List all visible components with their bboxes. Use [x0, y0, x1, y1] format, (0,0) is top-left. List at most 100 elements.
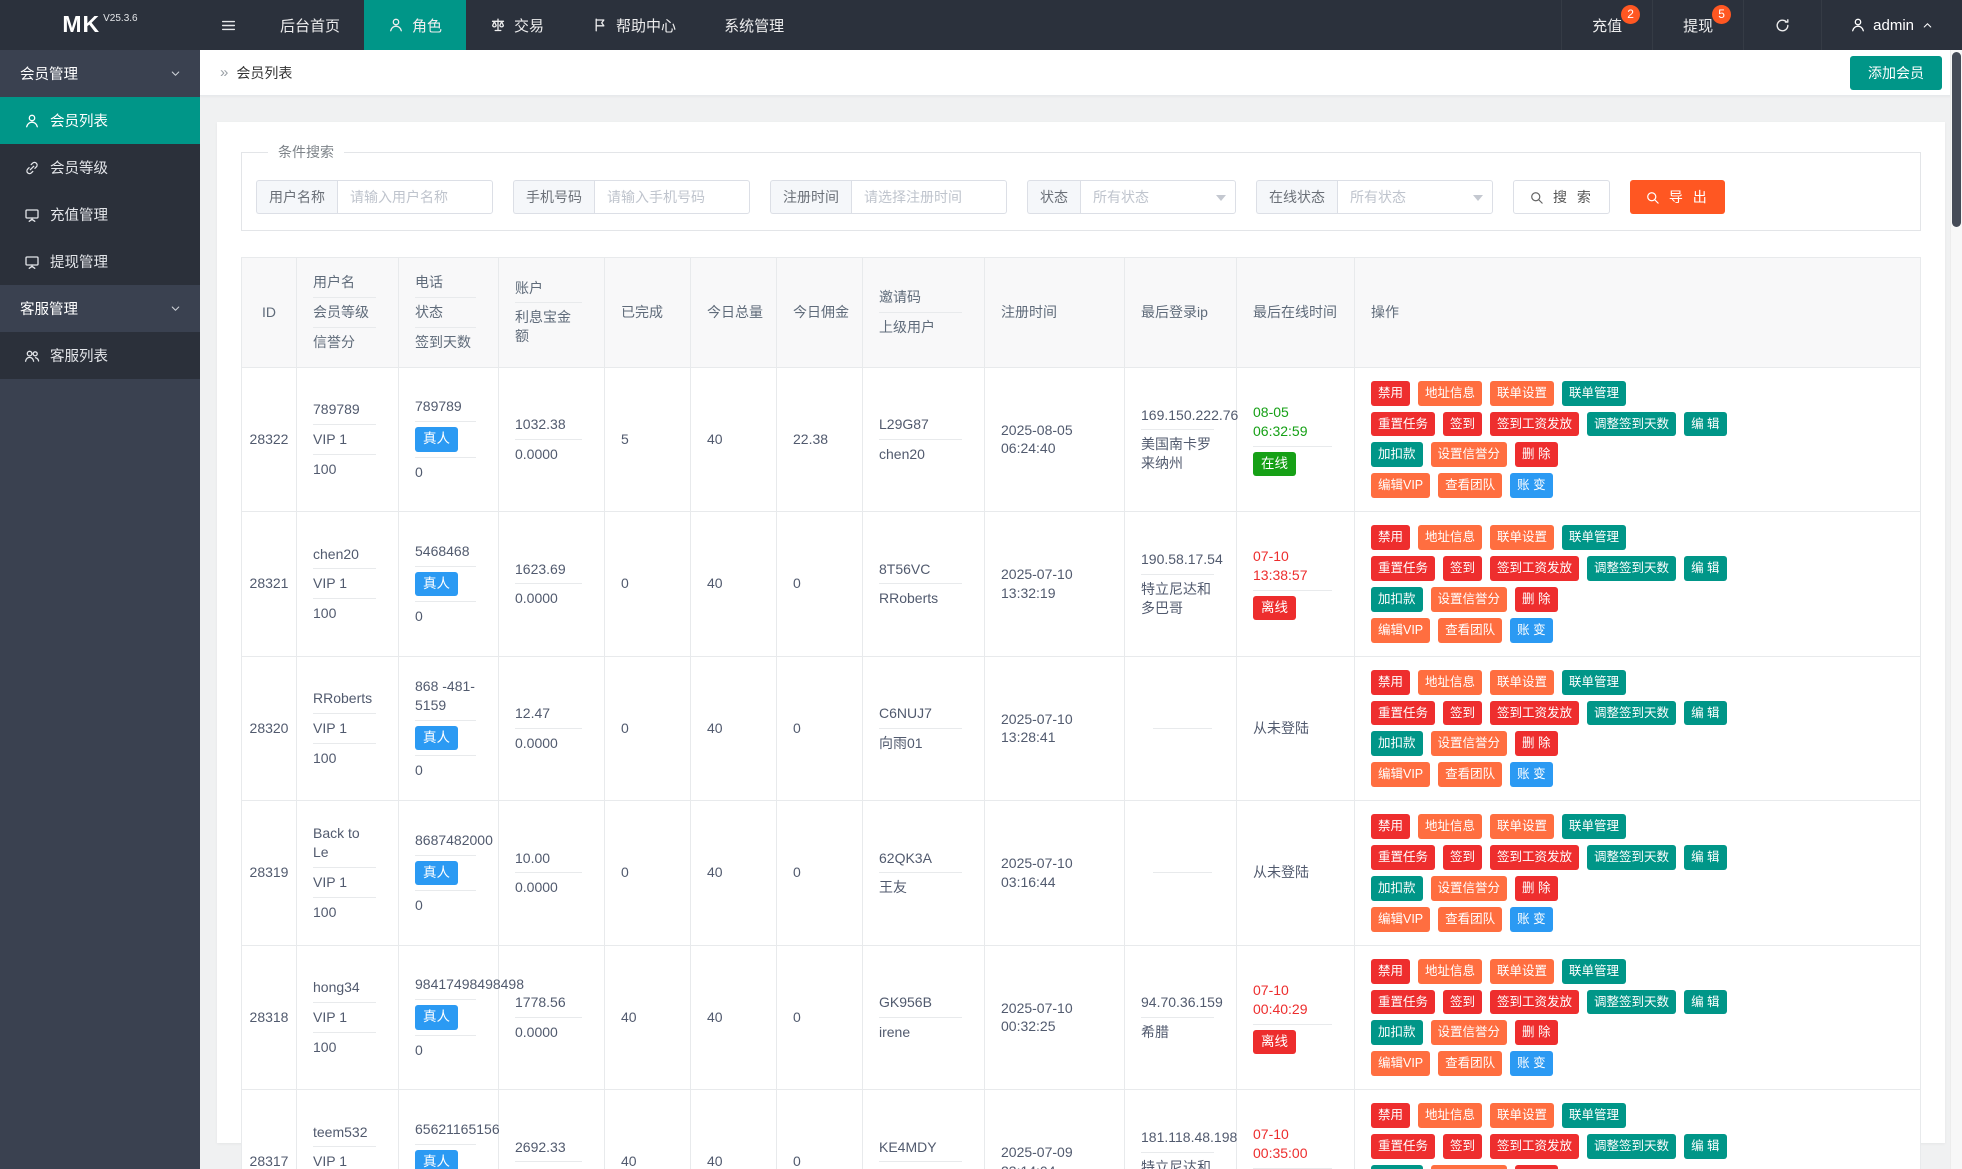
- action-button-删除[interactable]: 删 除: [1515, 875, 1558, 901]
- action-button-联单管理[interactable]: 联单管理: [1562, 958, 1627, 984]
- action-button-账变[interactable]: 账 变: [1510, 1051, 1553, 1077]
- action-button-签到[interactable]: 签到: [1443, 845, 1483, 870]
- add-member-button[interactable]: 添加会员: [1850, 55, 1942, 90]
- action-button-重置任务[interactable]: 重置任务: [1371, 411, 1436, 437]
- filter-input-注册时间[interactable]: [851, 180, 1007, 214]
- action-button-设置信誉分[interactable]: 设置信誉分: [1430, 586, 1508, 612]
- action-button-编辑VIP[interactable]: 编辑VIP: [1371, 617, 1431, 643]
- action-button-联单设置[interactable]: 联单设置: [1490, 525, 1555, 551]
- action-button-重置任务[interactable]: 重置任务: [1371, 845, 1436, 870]
- action-button-设置信誉分[interactable]: 设置信誉分: [1430, 731, 1508, 757]
- action-button-签到工资发放[interactable]: 签到工资发放: [1490, 989, 1580, 1015]
- action-button-联单管理[interactable]: 联单管理: [1562, 1103, 1627, 1129]
- action-button-禁用[interactable]: 禁用: [1371, 1103, 1411, 1129]
- action-button-禁用[interactable]: 禁用: [1371, 669, 1411, 695]
- action-button-账变[interactable]: 账 变: [1510, 906, 1553, 932]
- action-button-联单管理[interactable]: 联单管理: [1562, 814, 1627, 840]
- action-button-查看团队[interactable]: 查看团队: [1438, 906, 1503, 932]
- action-button-重置任务[interactable]: 重置任务: [1371, 700, 1436, 726]
- action-button-删除[interactable]: 删 除: [1515, 1020, 1558, 1046]
- nav-item-系统管理[interactable]: 系统管理: [700, 0, 808, 50]
- search-button[interactable]: 搜 索: [1513, 180, 1610, 214]
- action-button-删除[interactable]: 删 除: [1515, 1164, 1558, 1169]
- action-button-重置任务[interactable]: 重置任务: [1371, 556, 1436, 581]
- action-button-禁用[interactable]: 禁用: [1371, 380, 1411, 406]
- action-button-设置信誉分[interactable]: 设置信誉分: [1430, 442, 1508, 468]
- action-button-编辑VIP[interactable]: 编辑VIP: [1371, 473, 1431, 499]
- action-button-签到工资发放[interactable]: 签到工资发放: [1490, 700, 1580, 726]
- action-button-编辑VIP[interactable]: 编辑VIP: [1371, 762, 1431, 788]
- nav-item-后台首页[interactable]: 后台首页: [256, 0, 364, 50]
- action-button-联单设置[interactable]: 联单设置: [1490, 958, 1555, 984]
- sidebar-group-客服管理[interactable]: 客服管理: [0, 285, 200, 332]
- action-button-调整签到天数[interactable]: 调整签到天数: [1587, 700, 1677, 726]
- sidebar-toggle-button[interactable]: [200, 0, 256, 50]
- action-button-签到[interactable]: 签到: [1443, 989, 1483, 1015]
- action-button-签到[interactable]: 签到: [1443, 556, 1483, 581]
- filter-input-用户名称[interactable]: [337, 180, 493, 214]
- action-button-地址信息[interactable]: 地址信息: [1418, 669, 1483, 695]
- action-button-地址信息[interactable]: 地址信息: [1418, 814, 1483, 840]
- export-button[interactable]: 导 出: [1629, 180, 1725, 214]
- action-button-地址信息[interactable]: 地址信息: [1418, 1103, 1483, 1129]
- user-menu[interactable]: admin: [1821, 0, 1962, 50]
- action-button-联单设置[interactable]: 联单设置: [1490, 814, 1555, 840]
- action-button-重置任务[interactable]: 重置任务: [1371, 1134, 1436, 1159]
- action-button-查看团队[interactable]: 查看团队: [1438, 1051, 1503, 1077]
- action-button-删除[interactable]: 删 除: [1515, 442, 1558, 468]
- nav-item-角色[interactable]: 角色: [364, 0, 467, 50]
- nav-item-交易[interactable]: 交易: [466, 0, 568, 50]
- action-button-编辑[interactable]: 编 辑: [1684, 845, 1727, 870]
- action-button-查看团队[interactable]: 查看团队: [1438, 762, 1503, 788]
- action-button-编辑VIP[interactable]: 编辑VIP: [1371, 906, 1431, 932]
- action-button-联单管理[interactable]: 联单管理: [1562, 669, 1627, 695]
- filter-input-手机号码[interactable]: [594, 180, 750, 214]
- action-button-联单管理[interactable]: 联单管理: [1562, 525, 1627, 551]
- nav-item-帮助中心[interactable]: 帮助中心: [568, 0, 700, 50]
- action-button-设置信誉分[interactable]: 设置信誉分: [1430, 1020, 1508, 1046]
- sidebar-item-提现管理[interactable]: 提现管理: [0, 238, 200, 285]
- action-button-禁用[interactable]: 禁用: [1371, 814, 1411, 840]
- action-button-加扣款[interactable]: 加扣款: [1371, 1020, 1423, 1046]
- action-button-编辑[interactable]: 编 辑: [1684, 989, 1727, 1015]
- action-button-调整签到天数[interactable]: 调整签到天数: [1587, 845, 1677, 870]
- action-button-签到工资发放[interactable]: 签到工资发放: [1490, 1134, 1580, 1159]
- action-button-地址信息[interactable]: 地址信息: [1418, 380, 1483, 406]
- action-button-编辑[interactable]: 编 辑: [1684, 556, 1727, 581]
- action-button-调整签到天数[interactable]: 调整签到天数: [1587, 556, 1677, 581]
- action-button-设置信誉分[interactable]: 设置信誉分: [1430, 1164, 1508, 1169]
- action-button-签到[interactable]: 签到: [1443, 411, 1483, 437]
- action-button-加扣款[interactable]: 加扣款: [1371, 442, 1423, 468]
- action-button-设置信誉分[interactable]: 设置信誉分: [1430, 875, 1508, 901]
- scrollbar-thumb[interactable]: [1952, 52, 1961, 227]
- action-button-联单设置[interactable]: 联单设置: [1490, 1103, 1555, 1129]
- action-button-签到工资发放[interactable]: 签到工资发放: [1490, 411, 1580, 437]
- action-button-重置任务[interactable]: 重置任务: [1371, 989, 1436, 1015]
- action-button-编辑[interactable]: 编 辑: [1684, 700, 1727, 726]
- sidebar-item-会员列表[interactable]: 会员列表: [0, 97, 200, 144]
- action-button-删除[interactable]: 删 除: [1515, 731, 1558, 757]
- filter-select-状态[interactable]: 所有状态: [1080, 180, 1236, 214]
- action-button-联单管理[interactable]: 联单管理: [1562, 380, 1627, 406]
- action-button-禁用[interactable]: 禁用: [1371, 525, 1411, 551]
- action-button-账变[interactable]: 账 变: [1510, 473, 1553, 499]
- action-button-加扣款[interactable]: 加扣款: [1371, 586, 1423, 612]
- nav-chip-提现[interactable]: 提现 5: [1652, 0, 1743, 50]
- action-button-禁用[interactable]: 禁用: [1371, 958, 1411, 984]
- action-button-查看团队[interactable]: 查看团队: [1438, 473, 1503, 499]
- action-button-联单设置[interactable]: 联单设置: [1490, 380, 1555, 406]
- action-button-删除[interactable]: 删 除: [1515, 586, 1558, 612]
- action-button-签到[interactable]: 签到: [1443, 700, 1483, 726]
- sidebar-item-客服列表[interactable]: 客服列表: [0, 332, 200, 379]
- action-button-地址信息[interactable]: 地址信息: [1418, 525, 1483, 551]
- nav-chip-充值[interactable]: 充值 2: [1561, 0, 1652, 50]
- action-button-查看团队[interactable]: 查看团队: [1438, 617, 1503, 643]
- action-button-编辑[interactable]: 编 辑: [1684, 411, 1727, 437]
- action-button-加扣款[interactable]: 加扣款: [1371, 1164, 1423, 1169]
- action-button-加扣款[interactable]: 加扣款: [1371, 875, 1423, 901]
- action-button-编辑[interactable]: 编 辑: [1684, 1134, 1727, 1159]
- action-button-调整签到天数[interactable]: 调整签到天数: [1587, 411, 1677, 437]
- sidebar-group-会员管理[interactable]: 会员管理: [0, 50, 200, 97]
- filter-select-在线状态[interactable]: 所有状态: [1337, 180, 1493, 214]
- action-button-地址信息[interactable]: 地址信息: [1418, 958, 1483, 984]
